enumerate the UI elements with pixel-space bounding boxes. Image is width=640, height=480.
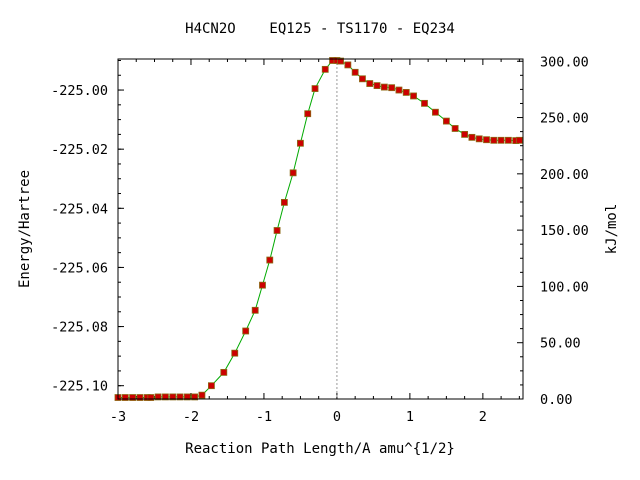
data-point [483, 136, 490, 144]
y-tick-label: -225.06 [51, 260, 108, 276]
data-point [259, 281, 266, 289]
data-point [231, 349, 239, 357]
data-point [468, 133, 476, 141]
plot-frame [117, 58, 524, 400]
data-point [351, 68, 359, 76]
data-point [266, 256, 274, 264]
data-point [442, 117, 450, 125]
data-point [162, 393, 169, 401]
data-point [475, 135, 483, 143]
y2-tick-label: 0.00 [540, 392, 573, 408]
data-point [451, 125, 459, 132]
x-tick-label: -2 [183, 409, 199, 425]
y-tick-label: -225.02 [51, 142, 108, 158]
data-point [421, 99, 428, 107]
energy-curve [118, 59, 520, 399]
energy-markers [114, 57, 523, 401]
data-point [136, 394, 144, 401]
data-point [366, 80, 374, 87]
data-point [198, 391, 206, 399]
x-axis-label: Reaction Path Length/A amu^{1/2} [185, 441, 455, 457]
x-tick-label: -3 [110, 409, 126, 425]
data-point [191, 393, 199, 401]
y-tick-label: -225.08 [51, 320, 108, 336]
data-point [183, 393, 191, 401]
data-point [497, 136, 505, 144]
data-point [321, 65, 329, 73]
x-tick-label: 1 [406, 409, 414, 425]
data-point [344, 61, 352, 69]
data-point [410, 92, 417, 100]
y2-tick-label: 300.00 [540, 54, 589, 70]
x-axis-ticks: -3 -2 -1 0 1 2 [110, 59, 520, 425]
y-tick-label: -225.10 [51, 379, 108, 395]
data-point [359, 75, 366, 83]
y2-tick-label: 150.00 [540, 223, 589, 239]
right-axis-ticks: 0.00 50.00 100.00 150.00 200.00 250.00 300.00 [517, 54, 589, 408]
data-point [380, 83, 388, 91]
data-point [273, 227, 281, 234]
data-point [388, 84, 396, 92]
data-point [337, 57, 344, 65]
data-point [311, 85, 319, 92]
data-point [280, 198, 288, 206]
data-point [242, 327, 250, 335]
y-tick-label: -225.00 [51, 83, 108, 99]
data-point [402, 89, 410, 96]
x-tick-label: 0 [333, 409, 341, 425]
data-point [490, 136, 498, 144]
data-point [251, 306, 259, 314]
data-point [304, 110, 312, 118]
data-point [220, 368, 228, 376]
data-point [147, 394, 155, 401]
data-point [297, 139, 304, 147]
y2-axis-label: kJ/mol [604, 204, 620, 255]
x-tick-label: 2 [479, 409, 487, 425]
data-point [176, 393, 184, 401]
data-point [395, 86, 403, 94]
y-axis-label: Energy/Hartree [17, 170, 33, 288]
data-point [505, 136, 512, 144]
y2-tick-label: 50.00 [540, 336, 581, 352]
data-point [208, 382, 215, 390]
data-point [432, 108, 439, 116]
data-point [129, 394, 136, 401]
data-point [515, 136, 523, 144]
y2-tick-label: 250.00 [540, 111, 589, 127]
data-point [289, 169, 297, 177]
y2-tick-label: 100.00 [540, 279, 589, 295]
data-point [154, 393, 162, 401]
data-point [169, 393, 177, 401]
x-tick-label: -1 [256, 409, 272, 425]
y-tick-label: -225.04 [51, 201, 108, 217]
left-axis-ticks: -225.10 -225.08 -225.06 -225.04 -225.02 -225.… [51, 59, 124, 395]
data-point [121, 394, 129, 401]
data-point [373, 82, 381, 90]
y2-tick-label: 200.00 [540, 167, 589, 183]
data-point [461, 130, 469, 138]
chart-title: H4CN2O EQ125 - TS1170 - EQ234 [185, 21, 455, 37]
